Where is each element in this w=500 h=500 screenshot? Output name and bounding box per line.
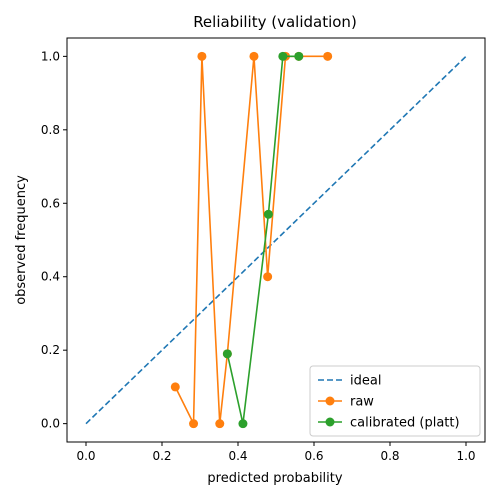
x-tick-label: 0.4	[228, 449, 247, 463]
y-tick-label: 1.0	[41, 49, 60, 63]
x-tick-label: 0.8	[380, 449, 399, 463]
plot-area	[85, 51, 467, 429]
series-point-1	[189, 419, 199, 429]
series-point-2	[263, 209, 273, 219]
series-point-2	[278, 51, 288, 61]
legend-label: raw	[350, 395, 374, 410]
series-point-1	[249, 51, 259, 61]
legend: ideal raw calibrated (platt)	[309, 365, 481, 437]
legend-swatch-marker	[325, 396, 335, 406]
legend-label: calibrated (platt)	[350, 416, 460, 431]
series-point-2	[222, 349, 232, 359]
y-tick-label: 0.2	[41, 343, 60, 357]
legend-label: ideal	[350, 374, 381, 389]
y-tick-label: 0.4	[41, 270, 60, 284]
series-point-1	[215, 419, 225, 429]
series-line-0	[85, 55, 467, 425]
axis-ticks: 0.0 0.2 0.4 0.6 0.8 1.0 0.0 0.2 0.4 0.6 0.8 1.0	[41, 49, 476, 463]
y-tick-label: 0.6	[41, 196, 60, 210]
x-tick-label: 0.0	[76, 449, 95, 463]
series-point-1	[170, 382, 180, 392]
x-tick-label: 0.2	[152, 449, 171, 463]
x-axis-label: predicted probability	[207, 471, 342, 486]
series-point-1	[197, 51, 207, 61]
chart-title: Reliability (validation)	[193, 13, 357, 31]
x-tick-label: 0.6	[304, 449, 323, 463]
series-point-2	[294, 51, 304, 61]
x-tick-label: 1.0	[456, 449, 475, 463]
series-point-2	[238, 419, 248, 429]
legend-box	[309, 365, 481, 437]
series-point-1	[263, 272, 273, 282]
series-point-1	[323, 51, 333, 61]
legend-swatch-marker	[325, 417, 335, 427]
y-tick-label: 0.0	[41, 417, 60, 431]
y-axis-label: observed frequency	[14, 175, 29, 305]
y-tick-label: 0.8	[41, 123, 60, 137]
axes-frame	[66, 37, 486, 443]
